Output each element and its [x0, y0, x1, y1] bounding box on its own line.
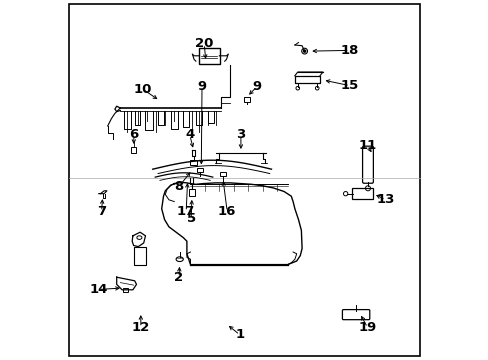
FancyBboxPatch shape — [351, 188, 372, 199]
Text: 1: 1 — [235, 328, 244, 341]
Circle shape — [303, 50, 305, 52]
Text: 7: 7 — [97, 205, 106, 218]
Ellipse shape — [176, 257, 183, 261]
Bar — [190, 160, 197, 165]
Bar — [220, 172, 225, 176]
FancyBboxPatch shape — [199, 48, 220, 64]
Text: 20: 20 — [195, 37, 213, 50]
Bar — [188, 189, 195, 196]
Bar — [123, 288, 128, 292]
Text: 18: 18 — [340, 44, 358, 57]
Text: 6: 6 — [129, 129, 138, 141]
Text: 13: 13 — [376, 193, 394, 206]
Text: 5: 5 — [186, 212, 195, 225]
Bar — [133, 247, 146, 265]
Text: 19: 19 — [358, 321, 376, 334]
Text: 15: 15 — [340, 79, 358, 92]
Text: 8: 8 — [174, 180, 183, 193]
Text: 17: 17 — [177, 205, 195, 218]
Text: 9: 9 — [252, 80, 261, 93]
FancyBboxPatch shape — [362, 146, 373, 183]
Text: 9: 9 — [197, 80, 206, 93]
Bar — [244, 97, 250, 102]
Text: 12: 12 — [131, 321, 150, 334]
Ellipse shape — [137, 236, 142, 239]
Text: 14: 14 — [89, 283, 107, 296]
Text: 11: 11 — [358, 139, 376, 152]
Text: 4: 4 — [185, 129, 194, 141]
Text: 10: 10 — [134, 83, 152, 96]
Bar — [197, 168, 203, 172]
Text: 3: 3 — [236, 129, 245, 141]
Bar — [130, 147, 136, 153]
Text: 16: 16 — [218, 205, 236, 218]
Text: 2: 2 — [174, 271, 183, 284]
FancyBboxPatch shape — [342, 310, 369, 320]
